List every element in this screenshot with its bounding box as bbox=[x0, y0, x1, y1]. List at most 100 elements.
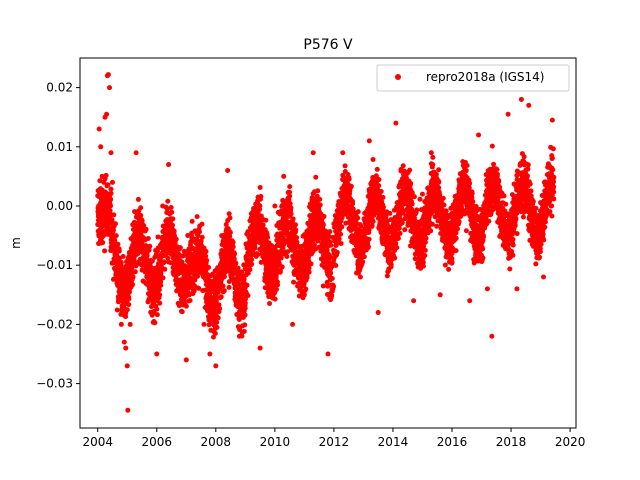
data-point bbox=[338, 231, 344, 237]
data-point bbox=[111, 212, 117, 218]
data-point bbox=[226, 211, 232, 217]
data-point bbox=[327, 229, 333, 235]
data-point bbox=[399, 220, 405, 226]
data-point bbox=[481, 234, 487, 240]
data-point bbox=[165, 255, 171, 261]
data-point bbox=[158, 270, 164, 276]
data-point bbox=[494, 171, 500, 177]
data-point bbox=[470, 199, 476, 205]
data-point bbox=[131, 256, 137, 262]
data-point bbox=[192, 277, 198, 283]
data-point bbox=[241, 328, 247, 334]
data-point bbox=[260, 222, 266, 228]
data-point bbox=[397, 230, 403, 236]
data-point bbox=[422, 247, 428, 253]
data-point bbox=[160, 275, 166, 281]
data-point bbox=[244, 282, 250, 288]
data-point bbox=[446, 266, 452, 272]
data-point bbox=[329, 276, 335, 282]
data-point bbox=[183, 303, 189, 309]
data-point bbox=[231, 256, 237, 262]
data-point bbox=[374, 166, 380, 172]
data-point bbox=[321, 213, 327, 219]
data-point bbox=[149, 258, 155, 264]
data-point bbox=[355, 215, 361, 221]
data-point bbox=[108, 196, 114, 202]
data-point bbox=[144, 253, 150, 259]
data-point bbox=[255, 252, 261, 258]
data-point bbox=[191, 288, 197, 294]
data-point bbox=[147, 243, 153, 249]
data-point bbox=[165, 198, 171, 204]
data-point bbox=[154, 312, 160, 318]
data-point bbox=[273, 286, 279, 292]
data-point bbox=[230, 244, 236, 250]
data-point bbox=[214, 319, 220, 325]
data-point bbox=[293, 227, 299, 233]
data-point bbox=[338, 240, 344, 246]
data-point bbox=[376, 177, 382, 183]
data-point bbox=[189, 218, 195, 224]
data-point bbox=[132, 269, 138, 275]
data-point bbox=[139, 218, 145, 224]
data-point bbox=[216, 302, 222, 308]
data-point bbox=[334, 249, 340, 255]
data-point bbox=[392, 255, 398, 261]
data-point bbox=[496, 178, 502, 184]
data-point bbox=[241, 276, 247, 282]
data-point bbox=[242, 300, 248, 306]
data-point bbox=[223, 222, 229, 228]
data-point bbox=[317, 202, 323, 208]
data-point bbox=[220, 283, 226, 289]
data-point bbox=[242, 322, 248, 328]
data-point bbox=[257, 185, 263, 191]
data-point bbox=[469, 190, 475, 196]
data-point bbox=[126, 296, 132, 302]
data-point bbox=[102, 248, 108, 254]
data-point bbox=[436, 179, 442, 185]
data-point bbox=[155, 234, 161, 240]
data-point bbox=[227, 215, 233, 221]
data-point bbox=[177, 245, 183, 251]
data-point bbox=[218, 294, 224, 300]
data-point bbox=[370, 219, 376, 225]
data-point bbox=[194, 214, 200, 220]
data-point bbox=[380, 204, 386, 210]
data-point bbox=[199, 221, 205, 227]
data-point bbox=[249, 261, 255, 267]
data-point bbox=[170, 216, 176, 222]
data-point bbox=[236, 317, 242, 323]
data-point bbox=[380, 194, 386, 200]
data-point bbox=[199, 234, 205, 240]
data-point bbox=[113, 233, 119, 239]
data-point bbox=[138, 205, 144, 211]
data-point bbox=[306, 269, 312, 275]
data-point bbox=[203, 253, 209, 259]
data-point bbox=[221, 288, 227, 294]
data-point bbox=[320, 283, 326, 289]
data-point bbox=[440, 195, 446, 201]
scatter-points bbox=[95, 72, 557, 413]
data-point bbox=[258, 193, 264, 199]
data-point bbox=[387, 210, 393, 216]
data-point bbox=[108, 190, 114, 196]
data-point bbox=[313, 174, 319, 180]
data-point bbox=[265, 234, 271, 240]
data-point bbox=[130, 282, 135, 288]
data-point bbox=[346, 176, 352, 182]
data-point bbox=[423, 235, 429, 241]
y-axis-label: m bbox=[9, 237, 23, 249]
data-point bbox=[279, 264, 285, 270]
data-point bbox=[129, 265, 135, 271]
data-point bbox=[284, 253, 290, 259]
data-point bbox=[463, 228, 469, 234]
data-point bbox=[170, 222, 176, 228]
data-point bbox=[141, 223, 147, 229]
data-point bbox=[430, 162, 436, 168]
data-point bbox=[206, 265, 212, 270]
data-point bbox=[428, 228, 434, 234]
data-point bbox=[267, 300, 273, 306]
data-point bbox=[443, 208, 449, 214]
data-point bbox=[115, 241, 121, 247]
data-point bbox=[336, 236, 342, 242]
